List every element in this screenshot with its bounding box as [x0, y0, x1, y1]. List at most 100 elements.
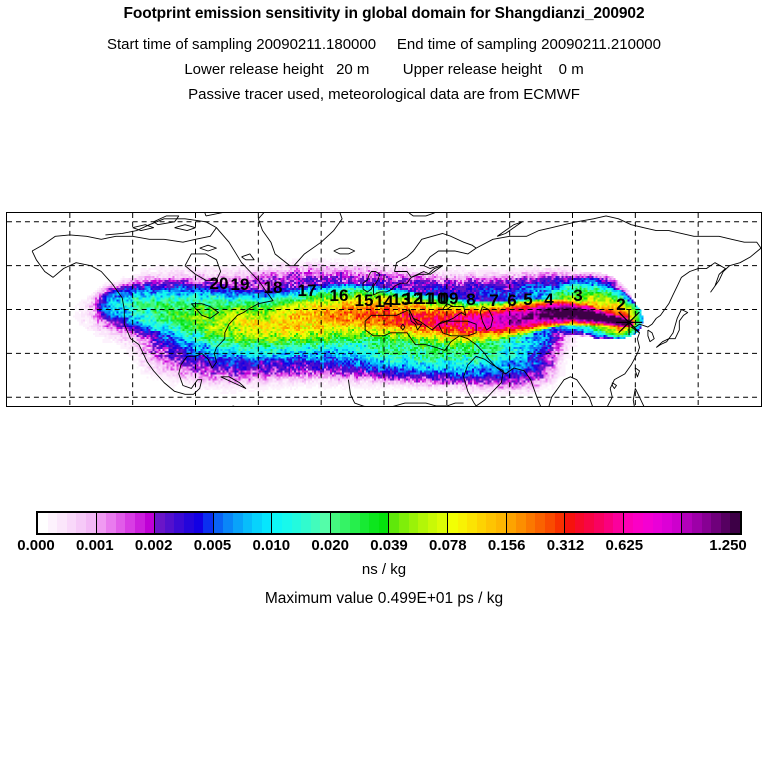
colorbar-step — [242, 513, 253, 533]
colorbar-segment — [329, 513, 389, 533]
colorbar-step — [174, 513, 184, 533]
colorbar-step — [593, 513, 604, 533]
coastline — [408, 213, 435, 217]
coastline — [362, 271, 412, 296]
coastline-layer — [31, 213, 761, 406]
colorbar-step — [720, 513, 731, 533]
release-site-marker — [616, 309, 643, 336]
colorbar-tick: 0.001 — [76, 537, 114, 554]
colorbar-step — [291, 513, 302, 533]
maximum-value-label: Maximum value 0.499E+01 ps / kg — [264, 590, 504, 607]
coastline — [411, 265, 443, 278]
colorbar-step — [535, 513, 545, 533]
sampling-time-line: Start time of sampling 20090211.180000 E… — [107, 36, 661, 53]
colorbar-step — [57, 513, 67, 533]
colorbar-step — [301, 513, 311, 533]
colorbar-step — [603, 513, 614, 533]
colorbar-segment — [622, 513, 682, 533]
coastline — [400, 323, 406, 331]
colorbar-step — [525, 513, 536, 533]
coastline — [647, 329, 655, 343]
colorbar-step — [281, 513, 292, 533]
colorbar-tick: 0.000 — [17, 537, 55, 554]
gridline-layer — [7, 213, 761, 406]
colorbar-tick: 0.078 — [429, 537, 467, 554]
colorbar-step — [144, 513, 155, 533]
colorbar-step — [486, 513, 497, 533]
colorbar-tick: 0.156 — [487, 537, 526, 554]
colorbar-step — [252, 513, 262, 533]
coastline — [463, 355, 504, 406]
colorbar-tick: 0.625 — [605, 537, 644, 554]
colorbar-step — [467, 513, 477, 533]
colorbar-step — [496, 513, 506, 533]
coastline — [394, 233, 477, 278]
coastline — [174, 224, 196, 231]
colorbar-segment — [212, 513, 272, 533]
colorbar-step — [330, 513, 341, 533]
colorbar-step — [613, 513, 623, 533]
colorbar-segment — [95, 513, 155, 533]
colorbar-segment — [505, 513, 565, 533]
colorbar-step — [183, 513, 194, 533]
colorbar-step — [164, 513, 175, 533]
colorbar-segment — [681, 513, 740, 533]
coastline — [347, 379, 464, 406]
colorbar-segment — [38, 513, 96, 533]
colorbar-step — [96, 513, 107, 533]
colorbar-step — [554, 513, 565, 533]
map-panel — [6, 212, 762, 407]
coastline — [479, 306, 494, 331]
colorbar-step — [359, 513, 370, 533]
colorbar-step — [66, 513, 77, 533]
colorbar-step — [711, 513, 721, 533]
colorbar-step — [574, 513, 585, 533]
colorbar-tick: 0.010 — [252, 537, 291, 554]
colorbar-step — [232, 513, 243, 533]
colorbar-step — [506, 513, 517, 533]
colorbar-step — [642, 513, 653, 533]
colorbar-step — [399, 513, 409, 533]
colorbar-step — [115, 513, 126, 533]
colorbar-step — [378, 513, 389, 533]
tracer-info-line: Passive tracer used, meteorological data… — [188, 86, 580, 103]
colorbar-tick: 0.005 — [193, 537, 232, 554]
colorbar-step — [261, 513, 272, 533]
colorbar-step — [652, 513, 663, 533]
coastline — [438, 320, 477, 337]
colorbar-step — [633, 513, 643, 533]
colorbar-step — [223, 513, 233, 533]
colorbar-step — [448, 513, 458, 533]
colorbar-segment — [447, 513, 506, 533]
colorbar-step — [389, 513, 400, 533]
colorbar-tick: 0.312 — [546, 537, 585, 554]
colorbar-step — [155, 513, 165, 533]
colorbar-step — [545, 513, 555, 533]
coastline — [199, 244, 217, 252]
colorbar-step — [623, 513, 634, 533]
coastline — [611, 382, 617, 389]
colorbar-step — [691, 513, 702, 533]
colorbar-step — [340, 513, 351, 533]
colorbar-unit-label: ns / kg — [361, 561, 407, 578]
colorbar-segment — [388, 513, 448, 533]
colorbar-step — [38, 513, 48, 533]
coastline — [475, 215, 761, 249]
colorbar-step — [516, 513, 526, 533]
colorbar-tick: 0.039 — [370, 537, 408, 554]
colorbar-tick: 0.002 — [134, 537, 173, 554]
page-title: Footprint emission sensitivity in global… — [123, 5, 645, 22]
colorbar-step — [437, 513, 448, 533]
colorbar-step — [47, 513, 58, 533]
colorbar-step — [134, 513, 145, 533]
colorbar-step — [565, 513, 575, 533]
colorbar-step — [369, 513, 379, 533]
coastline — [333, 247, 356, 255]
colorbar-step — [203, 513, 213, 533]
colorbar-tick: 0.020 — [311, 537, 349, 554]
colorbar-segment — [271, 513, 330, 533]
colorbar-segment — [564, 513, 623, 533]
colorbar-step — [682, 513, 692, 533]
coastline — [257, 213, 343, 267]
colorbar-step — [701, 513, 712, 533]
